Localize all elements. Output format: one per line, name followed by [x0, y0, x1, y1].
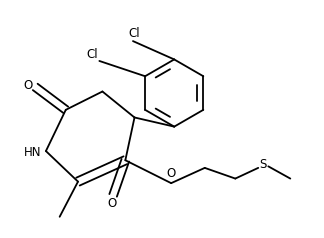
Text: O: O [167, 168, 176, 180]
Text: Cl: Cl [86, 48, 98, 61]
Text: Cl: Cl [129, 27, 140, 40]
Text: S: S [259, 158, 267, 171]
Text: HN: HN [23, 146, 41, 159]
Text: O: O [107, 197, 116, 209]
Text: O: O [23, 79, 32, 92]
